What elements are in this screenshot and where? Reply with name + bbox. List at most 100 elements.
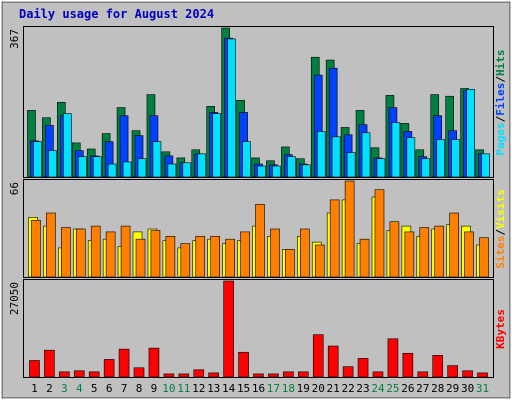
- x-tick-label: 21: [327, 382, 340, 395]
- x-tick-label: 3: [61, 382, 68, 395]
- x-tick-label: 8: [136, 382, 143, 395]
- bar: [92, 156, 102, 178]
- bar: [419, 227, 430, 278]
- x-tick-label: 19: [297, 382, 310, 395]
- legend-entry: Hits: [494, 50, 507, 77]
- bar: [255, 203, 265, 278]
- bar: [63, 113, 72, 178]
- x-tick-label: 2: [46, 382, 53, 395]
- bar: [402, 352, 414, 378]
- y-tick-label: 367: [8, 29, 21, 49]
- bar: [327, 345, 339, 378]
- bar: [359, 238, 370, 278]
- bar: [242, 141, 251, 178]
- bar: [46, 212, 56, 278]
- bar: [48, 150, 57, 178]
- plot-area: [23, 26, 494, 178]
- x-tick-label: 20: [312, 382, 325, 395]
- bar: [88, 371, 100, 378]
- bar: [404, 231, 415, 278]
- y-tick-label: 66: [8, 182, 21, 195]
- bar: [314, 244, 325, 278]
- bar: [462, 370, 473, 378]
- bar: [223, 280, 234, 378]
- x-tick-label: 14: [222, 382, 236, 395]
- bar: [357, 358, 369, 378]
- x-tick-label: 6: [106, 382, 113, 395]
- bar: [372, 371, 384, 378]
- bar: [167, 163, 177, 178]
- bar: [316, 131, 326, 178]
- x-tick-label: 17: [267, 382, 280, 395]
- bar: [436, 139, 446, 178]
- x-tick-label: 1: [31, 382, 38, 395]
- bar: [150, 230, 161, 278]
- bar: [391, 122, 401, 178]
- bar: [257, 165, 266, 178]
- bar: [107, 163, 117, 178]
- bar: [477, 372, 488, 378]
- bar: [374, 189, 385, 278]
- x-tick-label: 16: [252, 382, 265, 395]
- bar: [298, 371, 309, 378]
- legend-separator: /: [494, 229, 507, 236]
- bar: [272, 165, 281, 178]
- x-tick-label: 23: [356, 382, 369, 395]
- bar: [376, 158, 386, 178]
- bar: [210, 235, 220, 278]
- bar: [29, 360, 40, 378]
- legend-entry: KBytes: [494, 309, 507, 349]
- bar: [331, 136, 341, 178]
- bar: [479, 237, 489, 278]
- bar: [122, 161, 132, 178]
- x-tick-label: 11: [177, 382, 190, 395]
- plot-area: [23, 279, 494, 378]
- bar: [270, 228, 280, 278]
- bar: [287, 156, 296, 178]
- bar: [387, 338, 399, 378]
- bar: [238, 351, 249, 378]
- bar: [44, 349, 55, 378]
- legend-entry: Files: [494, 83, 507, 116]
- bar: [148, 347, 160, 378]
- bar: [197, 153, 207, 178]
- bar: [406, 137, 416, 178]
- legend-separator: /: [494, 115, 507, 122]
- legend: KBytes: [494, 309, 507, 349]
- x-tick-label: 5: [91, 382, 98, 395]
- bar: [283, 371, 294, 378]
- x-tick-label: 28: [431, 382, 444, 395]
- chart-title: Daily usage for August 2024: [19, 7, 214, 21]
- bar: [59, 371, 70, 378]
- legend-entry: Visits: [494, 189, 507, 229]
- x-tick-label: 13: [207, 382, 220, 395]
- bar: [195, 235, 206, 278]
- bar: [135, 238, 146, 278]
- x-tick-label: 22: [341, 382, 354, 395]
- bar: [346, 152, 356, 178]
- bar: [118, 348, 130, 378]
- bar: [75, 228, 86, 278]
- bar: [432, 355, 444, 378]
- bar: [180, 243, 191, 278]
- x-tick-label: 4: [76, 382, 83, 395]
- bar: [152, 141, 162, 178]
- x-tick-label: 10: [162, 382, 175, 395]
- x-tick-label: 27: [416, 382, 429, 395]
- bar: [389, 221, 400, 278]
- legend-separator: /: [494, 76, 507, 83]
- x-tick-label: 9: [151, 382, 158, 395]
- bar: [165, 235, 176, 278]
- legend-entry: Pages: [494, 122, 507, 155]
- bar: [137, 158, 147, 178]
- x-tick-label: 25: [386, 382, 399, 395]
- y-tick-label: 27050: [8, 282, 21, 315]
- bar: [451, 139, 460, 178]
- bar: [133, 367, 145, 378]
- bar: [466, 89, 475, 178]
- x-tick-label: 26: [401, 382, 414, 395]
- bar: [240, 231, 250, 278]
- bar: [481, 153, 490, 178]
